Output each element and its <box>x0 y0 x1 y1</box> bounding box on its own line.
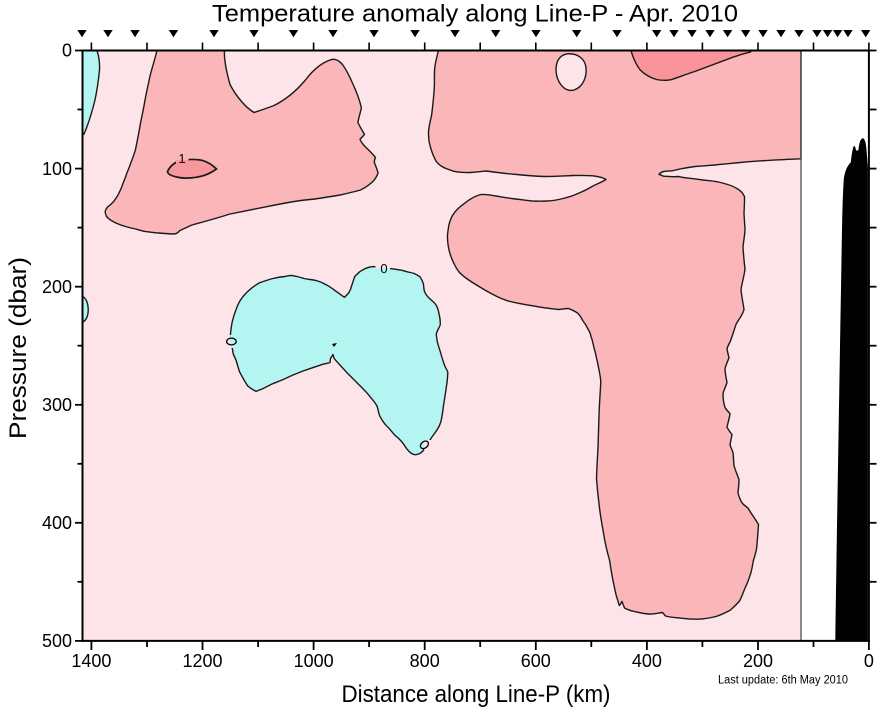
svg-text:200: 200 <box>42 277 72 297</box>
svg-text:Pressure (dbar): Pressure (dbar) <box>5 257 32 439</box>
svg-text:200: 200 <box>743 651 773 671</box>
svg-text:Last update: 6th May 2010: Last update: 6th May 2010 <box>718 675 848 687</box>
svg-text:400: 400 <box>42 513 72 533</box>
svg-text:800: 800 <box>410 651 440 671</box>
svg-text:0: 0 <box>62 41 72 61</box>
svg-text:1000: 1000 <box>294 651 334 671</box>
svg-text:0: 0 <box>864 651 874 671</box>
svg-text:600: 600 <box>521 651 551 671</box>
svg-text:100: 100 <box>42 159 72 179</box>
svg-text:0: 0 <box>380 261 387 276</box>
svg-text:Temperature anomaly along Line: Temperature anomaly along Line-P - Apr. … <box>212 1 738 28</box>
svg-text:1: 1 <box>178 151 185 166</box>
svg-text:1200: 1200 <box>182 651 222 671</box>
svg-text:Distance along Line-P (km): Distance along Line-P (km) <box>342 681 611 708</box>
svg-text:500: 500 <box>42 631 72 651</box>
svg-text:300: 300 <box>42 395 72 415</box>
svg-text:400: 400 <box>632 651 662 671</box>
svg-text:1400: 1400 <box>71 651 111 671</box>
